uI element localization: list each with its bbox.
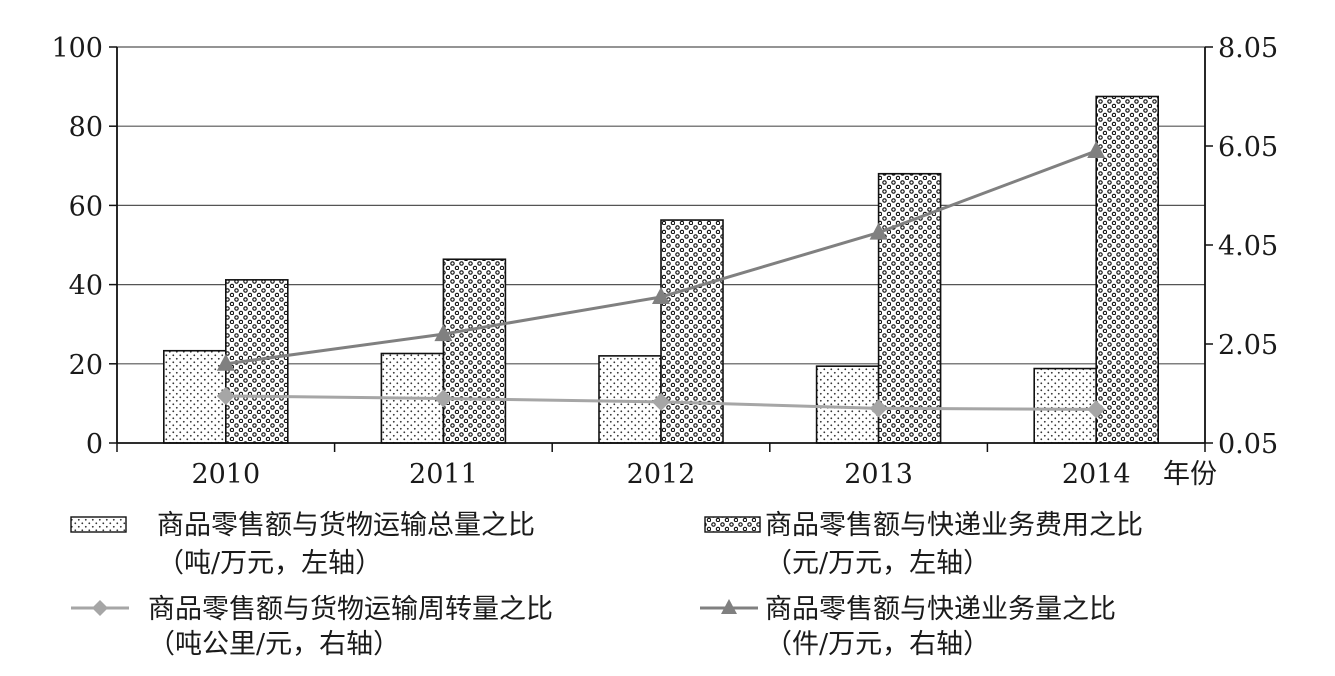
bar	[598, 355, 662, 444]
right-tick-label: 4.05	[1218, 231, 1278, 262]
legend-triangle-marker	[721, 599, 737, 614]
bar	[815, 365, 880, 444]
triangle-marker	[652, 286, 670, 304]
diamond-marker	[869, 399, 888, 418]
left-tick-label: 0	[86, 429, 103, 460]
legend-unit: （件/万元，右轴）	[765, 629, 990, 660]
x-tick-label: 2010	[191, 459, 260, 490]
right-axis-ticks: 0.05 2.05 4.05 6.05 8.05	[1218, 33, 1278, 460]
legend-item-freight-turnover: 商品零售额与货物运输周转量之比 （吨公里/元，右轴）	[71, 594, 553, 660]
x-tick-label: 2012	[627, 459, 696, 490]
bar	[442, 258, 507, 444]
bar	[660, 219, 724, 444]
right-tick-label: 0.05	[1218, 429, 1278, 460]
legend-label: 商品零售额与快递业务费用之比	[765, 510, 1143, 541]
right-tick-label: 6.05	[1218, 132, 1278, 163]
diamond-marker	[1087, 400, 1106, 419]
x-axis-ticks: 2010 2011 2012 2013 2014	[191, 459, 1130, 490]
left-tick-label: 20	[69, 350, 103, 381]
legend-item-express-fee: 商品零售额与快递业务费用之比 （元/万元，左轴）	[704, 510, 1143, 579]
legend-swatch-fine-dots	[70, 516, 127, 533]
left-tick-label: 40	[69, 271, 103, 302]
legend-item-express-volume: 商品零售额与快递业务量之比 （件/万元，右轴）	[700, 594, 1116, 660]
x-axis-label: 年份	[1163, 459, 1217, 490]
triangle-marker	[216, 353, 235, 371]
legend-label: 商品零售额与货物运输周转量之比	[148, 594, 553, 625]
legend-unit: （元/万元，左轴）	[765, 548, 990, 579]
axes	[109, 46, 1213, 452]
diamond-marker	[652, 392, 670, 411]
bars	[163, 95, 1159, 444]
legend-label: 商品零售额与快递业务量之比	[765, 594, 1116, 625]
x-tick-label: 2014	[1062, 459, 1131, 490]
diamond-marker	[216, 386, 235, 405]
legend-item-freight-volume: 商品零售额与货物运输总量之比 （吨/万元，左轴）	[70, 510, 535, 579]
legend-unit: （吨公里/元，右轴）	[148, 629, 400, 660]
right-tick-label: 2.05	[1218, 330, 1278, 361]
bar	[1033, 367, 1097, 444]
triangle-marker	[869, 222, 888, 240]
right-tick-label: 8.05	[1218, 33, 1278, 64]
diamond-marker	[434, 389, 453, 408]
left-tick-label: 60	[69, 191, 103, 222]
triangle-marker	[434, 324, 453, 342]
legend-label: 商品零售额与货物运输总量之比	[157, 510, 535, 541]
legend: 商品零售额与货物运输总量之比 （吨/万元，左轴） 商品零售额与快递业务费用之比 …	[70, 510, 1143, 660]
legend-swatch-circles	[704, 516, 761, 533]
legend-unit: （吨/万元，左轴）	[157, 548, 382, 579]
line-series	[216, 140, 1106, 419]
legend-diamond-marker	[92, 600, 108, 616]
bar	[877, 172, 942, 444]
bar	[1095, 95, 1159, 444]
left-tick-label: 100	[51, 33, 103, 64]
gridlines	[117, 46, 1205, 365]
bar	[163, 349, 227, 444]
left-axis-ticks: 0 20 40 60 80 100	[51, 33, 103, 460]
x-tick-label: 2011	[409, 459, 478, 490]
left-tick-label: 80	[69, 112, 103, 143]
x-tick-label: 2013	[844, 459, 913, 490]
triangle-marker	[1087, 140, 1106, 158]
